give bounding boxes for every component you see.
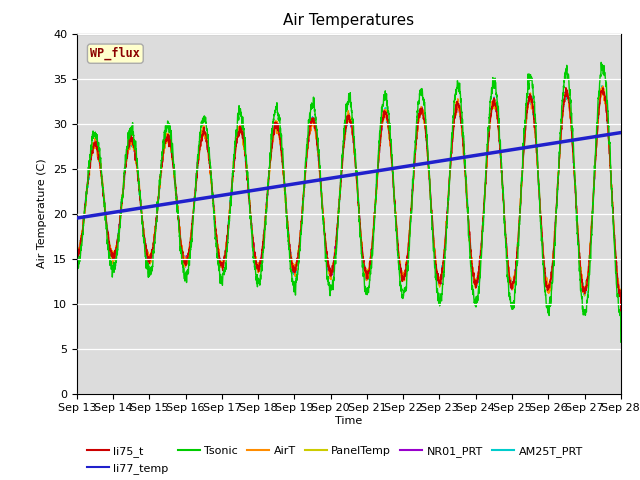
Text: WP_flux: WP_flux bbox=[90, 47, 140, 60]
Title: Air Temperatures: Air Temperatures bbox=[284, 13, 414, 28]
Y-axis label: Air Temperature (C): Air Temperature (C) bbox=[37, 159, 47, 268]
Legend: li75_t, li77_temp, Tsonic, AirT, PanelTemp, NR01_PRT, AM25T_PRT: li75_t, li77_temp, Tsonic, AirT, PanelTe… bbox=[83, 442, 587, 478]
X-axis label: Time: Time bbox=[335, 416, 362, 426]
